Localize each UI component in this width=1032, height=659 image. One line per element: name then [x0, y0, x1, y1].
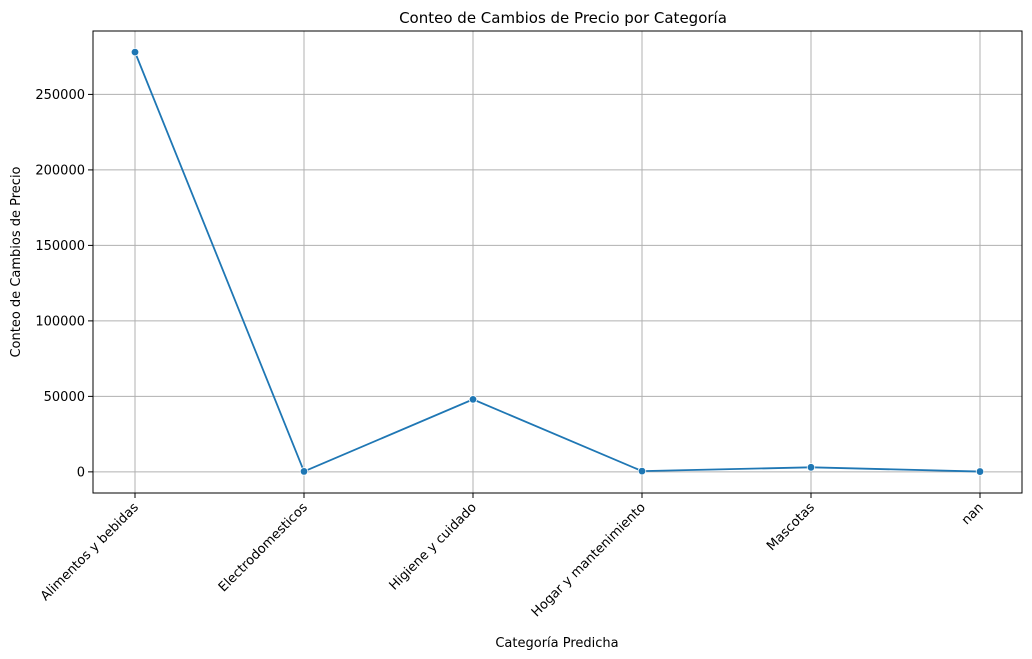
- data-point: [637, 466, 647, 476]
- y-tick-label: 100000: [35, 314, 85, 329]
- series-line: [134, 51, 981, 473]
- grid: [93, 31, 1022, 493]
- y-tick-label: 250000: [35, 88, 85, 103]
- data-point: [468, 395, 478, 404]
- x-tick-label: Hogar y mantenimiento: [529, 500, 649, 620]
- y-tick-label: 0: [77, 465, 85, 480]
- plot-frame: [92, 30, 1023, 494]
- x-tick-label: Electrodomesticos: [216, 500, 311, 595]
- data-point: [299, 467, 309, 476]
- series-layer: [130, 47, 985, 476]
- y-axis-title: Conteo de Cambios de Precio: [9, 166, 24, 357]
- chart-title: Conteo de Cambios de Precio por Categorí…: [399, 9, 727, 27]
- x-axis-title: Categoría Predicha: [495, 636, 618, 651]
- data-point: [806, 463, 816, 472]
- data-point: [975, 467, 985, 476]
- data-point: [130, 47, 140, 57]
- y-tick-label: 150000: [35, 239, 85, 254]
- x-tick-label: Alimentos y bebidas: [38, 500, 142, 604]
- x-tick-label: nan: [959, 500, 987, 528]
- x-axis: Alimentos y bebidas Electrodomesticos Higi…: [38, 493, 987, 620]
- y-tick-label: 50000: [44, 390, 85, 405]
- x-tick-label: Mascotas: [764, 500, 818, 554]
- x-tick-label: Higiene y cuidado: [387, 500, 480, 593]
- y-axis: 0 50000 100000 150000 200000 250000: [35, 88, 93, 480]
- y-tick-label: 200000: [35, 163, 85, 178]
